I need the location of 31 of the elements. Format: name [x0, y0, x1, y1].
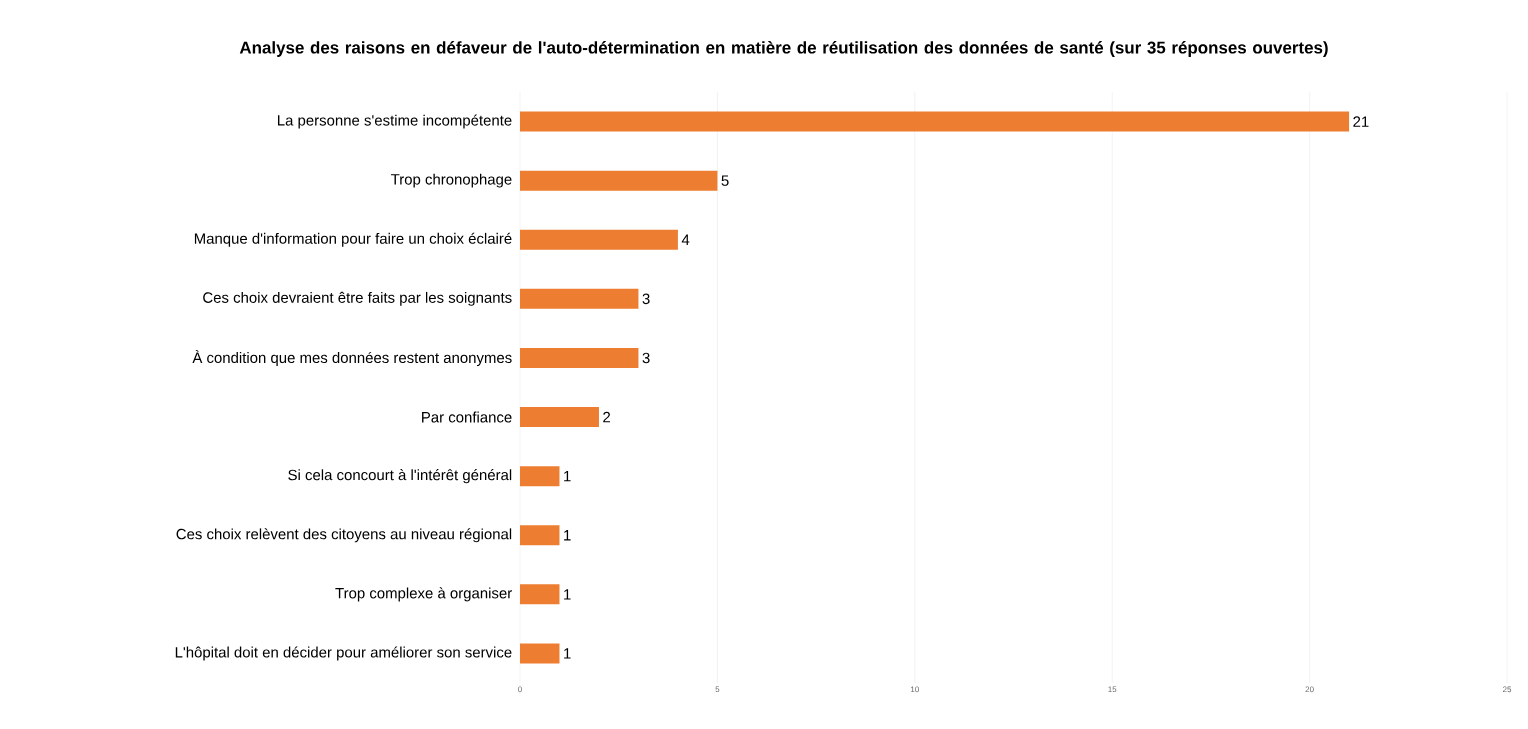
bar — [520, 229, 678, 250]
data-label: 3 — [642, 293, 650, 305]
chart-title: Analyse des raisons en défaveur de l'auto-détermination en matière de réutilisation des données de santé (sur 35 réponses ouvertes) — [239, 41, 1328, 57]
data-label: 5 — [721, 175, 729, 186]
bar — [520, 170, 718, 191]
bar — [520, 407, 599, 428]
data-label: 3 — [642, 352, 650, 364]
data-label: 21 — [1353, 116, 1369, 127]
y-tick-label: Trop complexe à organiser — [335, 587, 512, 602]
bar — [520, 288, 639, 309]
y-tick-label: La personne s'estime incompétente — [277, 114, 512, 129]
y-tick-label: Ces choix relèvent des citoyens au niveau régional — [176, 528, 512, 543]
y-tick-label: Trop chronophage — [390, 173, 512, 188]
bar — [520, 111, 1350, 132]
data-label: 1 — [564, 648, 571, 659]
data-label: 1 — [564, 589, 571, 600]
y-tick-label: L'hôpital doit en décider pour améliorer son service — [175, 646, 512, 661]
data-label: 2 — [603, 411, 611, 423]
bar — [520, 525, 560, 546]
y-tick-label: Par confiance — [422, 411, 512, 423]
y-tick-label: Ces choix devraient être faits par les soignants — [203, 291, 512, 306]
y-tick-label: Si cela concourt à l'intérêt général — [288, 469, 512, 484]
bar — [520, 643, 560, 664]
bar — [520, 584, 560, 605]
data-label: 1 — [564, 530, 571, 541]
y-tick-label: Manque d'information pour faire un choix éclairé — [194, 232, 512, 247]
y-tick-label: À condition que mes données restent anonymes — [192, 349, 512, 366]
data-label: 4 — [681, 234, 690, 245]
data-label: 1 — [564, 471, 571, 482]
bar — [520, 466, 560, 487]
bar — [520, 347, 639, 368]
